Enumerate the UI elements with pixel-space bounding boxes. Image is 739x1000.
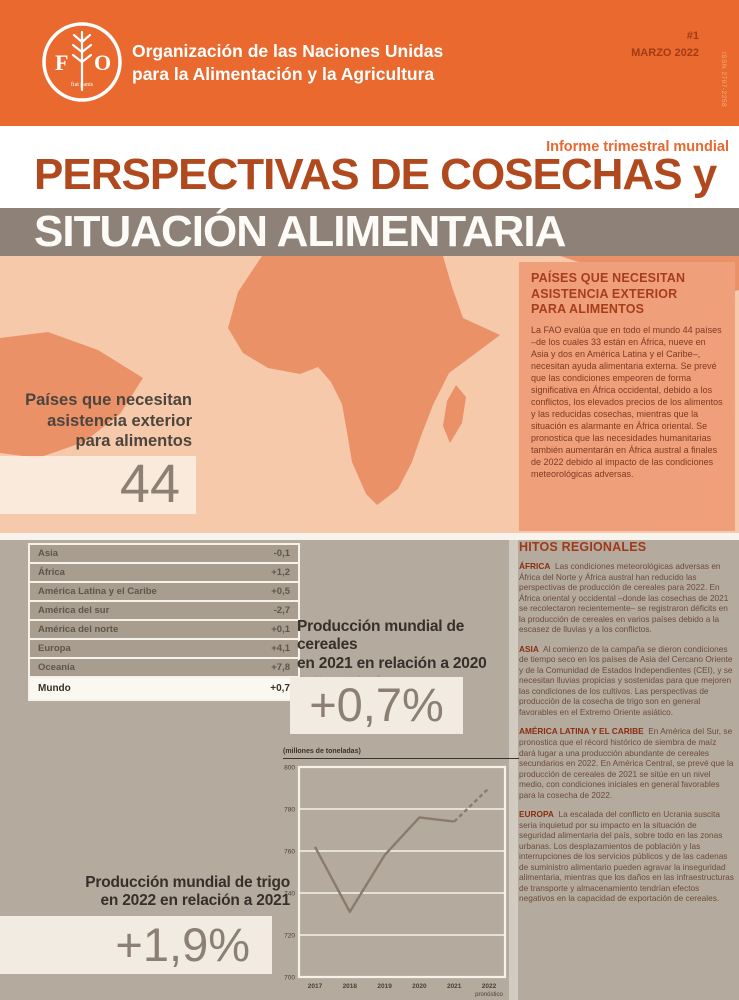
region-value: -2,7 [273,605,290,616]
section-divider [0,533,739,540]
region-label: América del norte [38,624,119,635]
region-label: América Latina y el Caribe [38,586,157,597]
title-band: SITUACIÓN ALIMENTARIA [0,208,739,256]
header-bar: F O fiat panis Organización de las Nacio… [0,0,739,126]
svg-text:fiat panis: fiat panis [71,81,94,88]
region-label: África [38,567,65,578]
table-row: Oceanía +7,8 [30,659,298,678]
assistance-panel: PAÍSES QUE NECESITAN ASISTENCIA EXTERIOR… [519,262,735,531]
fao-logo-icon: F O fiat panis [40,20,124,104]
x-tick-label: 2020 [412,983,427,990]
svg-text:F: F [55,50,68,75]
assistance-panel-heading: PAÍSES QUE NECESITAN ASISTENCIA EXTERIOR… [531,271,686,317]
madagascar-shape [443,385,466,443]
plot-border [297,765,507,979]
wheat-production-chart: 700 720 740 760 780 800 2017 2018 2019 2020 2021 20… [284,764,507,998]
highlight-item: EUROPA La escalada del conflicto en Ucra… [519,809,735,904]
region-label: Asia [38,548,59,559]
wheat-value-strip: +1,9% [0,916,272,974]
highlight-text: En América del Sur, se pronostica que el… [519,726,734,800]
data-section: Asia -0,1 África +1,2 América Latina y e… [0,540,739,1000]
table-row: Europa +4,1 [30,640,298,659]
chart-unit-label: (millones de toneladas) [283,748,519,759]
x-tick-label: 2022 [482,983,497,990]
y-tick-label: 760 [284,848,295,855]
report-title-line1: PERSPECTIVAS DE COSECHAS y [34,150,717,199]
y-tick-label: 780 [284,806,295,813]
table-row: América del sur -2,7 [30,602,298,621]
issn-label: ISSN 2707-2258 [720,52,727,108]
region-label: Oceanía [38,662,75,673]
south-america-shape [0,332,143,458]
issue-number: #1 [686,30,699,42]
highlight-region: ASIA [519,643,539,654]
issue-date: MARZO 2022 [631,47,699,60]
production-table: Asia -0,1 África +1,2 América Latina y e… [28,543,300,701]
assistance-panel-body: La FAO evalúa que en todo el mundo 44 pa… [531,324,723,479]
x-tick-label: 2017 [308,983,323,990]
svg-text:O: O [94,50,111,75]
map-caption: Países que necesitan asistencia exterior… [25,391,192,451]
highlight-region: ÁFRICA [519,561,551,571]
highlight-item: ÁFRICA Las condiciones meteorológicas ad… [519,561,735,635]
highlight-region: AMÉRICA LATINA Y EL CARIBE [519,726,644,737]
africa-shape [228,256,500,505]
y-tick-label: 740 [284,890,295,897]
region-label: Mundo [38,683,71,694]
region-value: +0,1 [271,624,290,635]
regional-highlights-panel: HITOS REGIONALES ÁFRICA Las condiciones … [519,540,735,913]
region-value: +0,5 [271,586,290,597]
highlights-heading: HITOS REGIONALES [519,540,647,554]
x-tick-label: 2019 [377,983,392,990]
wheat-heading: Producción mundial de trigo en 2022 en r… [85,874,290,910]
highlight-item: ASIA Al comienzo de la campaña se dieron… [519,644,735,718]
highlight-item: AMÉRICA LATINA Y EL CARIBE En América de… [519,726,735,800]
region-value: +1,2 [271,567,290,578]
table-row: América del norte +0,1 [30,621,298,640]
x-tick-label: 2021 [447,983,462,990]
countries-count-strip: 44 [0,456,196,514]
org-name-line1: Organización de las Naciones Unidas [132,41,444,61]
highlight-region: EUROPA [519,809,554,820]
cereals-stat-block: Producción mundial de cereales en 2021 e… [297,618,525,683]
report-kicker: Informe trimestral mundial [546,139,729,155]
table-row: América Latina y el Caribe +0,5 [30,583,298,602]
region-label: América del sur [38,605,110,616]
chart-line-forecast [453,787,490,823]
report-title-line2: SITUACIÓN ALIMENTARIA [34,207,566,256]
cereals-heading: Producción mundial de cereales en 2021 e… [297,618,487,672]
highlight-text: Las condiciones meteorológicas adversas … [519,561,729,635]
region-label: Europa [38,643,71,654]
wheat-chart-block: (millones de toneladas) 700 720 740 760 780 8… [283,748,523,1000]
highlight-text: La escalada del conflicto en Ucrania sus… [519,809,734,904]
table-row-world-total: Mundo +0,7 [30,678,298,699]
forecast-sublabel: pronóstico [475,992,503,997]
y-tick-label: 800 [284,764,295,771]
cereals-value: +0,7% [309,678,444,731]
wheat-value: +1,9% [115,918,250,971]
x-tick-label: 2018 [343,983,358,990]
region-value: +4,1 [271,643,290,654]
highlight-text: Al comienzo de la campaña se dieron cond… [519,643,733,717]
y-tick-label: 720 [284,932,295,939]
table-row: Asia -0,1 [30,545,298,564]
region-value: -0,1 [273,548,290,559]
map-section: Países que necesitan asistencia exterior… [0,256,739,535]
region-value: +0,7 [270,683,290,694]
y-tick-label: 700 [284,974,295,981]
region-value: +7,8 [271,662,290,673]
chart-line [313,816,455,914]
column-gutter [509,540,518,1000]
countries-count: 44 [119,454,180,514]
cereals-value-strip: +0,7% [290,677,463,734]
org-name: Organización de las Naciones Unidas para… [132,40,443,86]
org-name-line2: para la Alimentación y la Agricultura [132,64,435,85]
table-row: África +1,2 [30,564,298,583]
issue-info: #1 MARZO 2022 [631,28,699,62]
